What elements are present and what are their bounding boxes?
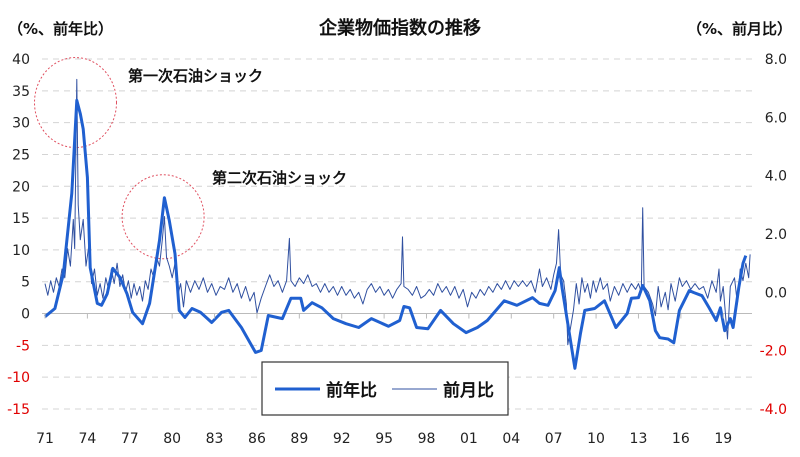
left-tick-label: 15 [12, 211, 30, 227]
series-line-mom [44, 78, 751, 346]
left-tick-label: 40 [12, 52, 30, 68]
left-tick-label: 10 [12, 243, 30, 259]
right-tick-label: 8.0 [765, 52, 787, 68]
right-tick-label: -2.0 [760, 344, 787, 360]
right-tick-label: -4.0 [760, 402, 787, 418]
annotation-first-oil-shock: 第一次石油ショック [128, 67, 263, 85]
x-tick-label: 04 [502, 431, 520, 447]
right-tick-label: 6.0 [765, 110, 787, 126]
x-tick-label: 83 [206, 431, 224, 447]
right-tick-label: 4.0 [765, 169, 787, 185]
legend-label-mom: 前月比 [443, 380, 494, 401]
x-tick-label: 01 [460, 431, 478, 447]
right-tick-label: 2.0 [765, 227, 787, 243]
x-tick-label: 86 [248, 431, 266, 447]
annotation-second-oil-shock: 第二次石油ショック [212, 169, 347, 187]
x-tick-label: 10 [587, 431, 605, 447]
x-tick-label: 92 [333, 431, 351, 447]
x-tick-label: 95 [375, 431, 393, 447]
left-tick-label: 0 [21, 307, 30, 323]
x-tick-label: 89 [290, 431, 308, 447]
chart-title: 企業物価指数の推移 [318, 17, 481, 39]
left-tick-label: 35 [12, 84, 30, 100]
x-tick-label: 77 [121, 431, 139, 447]
x-tick-label: 74 [78, 431, 96, 447]
left-tick-label: 25 [12, 147, 30, 163]
x-tick-label: 19 [714, 431, 732, 447]
annotation-circle-first-oil-shock [33, 57, 117, 149]
legend: 前年比 前月比 [261, 361, 509, 416]
left-tick-label: -10 [7, 370, 30, 386]
left-tick-label: -5 [16, 338, 30, 354]
x-tick-label: 16 [672, 431, 690, 447]
x-tick-label: 80 [163, 431, 181, 447]
series-lines [44, 78, 751, 370]
axis-ticks: 40 35 30 25 20 15 10 5 0 -5 -10 -15 8.0 6.0 4.0 2.0 0.0 -… [7, 52, 787, 447]
series-line-yoy [44, 98, 748, 370]
left-tick-label: 30 [12, 116, 30, 132]
left-tick-label: -15 [7, 402, 30, 418]
right-tick-label: 0.0 [765, 285, 787, 301]
annotation-circle-second-oil-shock [121, 174, 205, 260]
x-tick-label: 13 [630, 431, 648, 447]
right-axis-label: （%、前月比） [687, 20, 792, 38]
left-tick-label: 20 [12, 179, 30, 195]
left-axis-label: （%、前年比） [8, 20, 113, 38]
x-tick-label: 98 [418, 431, 436, 447]
gridlines [42, 58, 752, 410]
left-tick-label: 5 [21, 275, 30, 291]
x-tick-label: 71 [36, 431, 54, 447]
x-tick-label: 07 [545, 431, 563, 447]
legend-label-yoy: 前年比 [326, 380, 377, 401]
